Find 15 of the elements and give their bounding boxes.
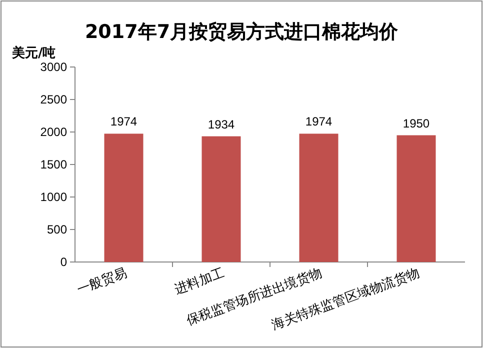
y-tick-label: 1000	[40, 190, 68, 204]
y-axis-title: 美元/吨	[11, 45, 56, 61]
y-tick-label: 1500	[40, 158, 68, 172]
data-label: 1934	[208, 117, 235, 132]
chart-title: 2017年7月按贸易方式进口棉花均价	[84, 21, 400, 43]
y-tick-label: 3000	[40, 60, 68, 74]
y-tick-label: 2000	[40, 125, 68, 139]
y-tick-label: 0	[60, 255, 68, 269]
y-tick-label: 2500	[40, 92, 68, 106]
data-label: 1974	[110, 114, 138, 129]
y-tick-label: 500	[46, 222, 68, 236]
data-label: 1974	[305, 114, 332, 129]
x-tick-label: 进料加工	[172, 266, 227, 298]
data-label: 1950	[402, 116, 430, 130]
x-tick-label: 一般贸易	[75, 266, 130, 298]
